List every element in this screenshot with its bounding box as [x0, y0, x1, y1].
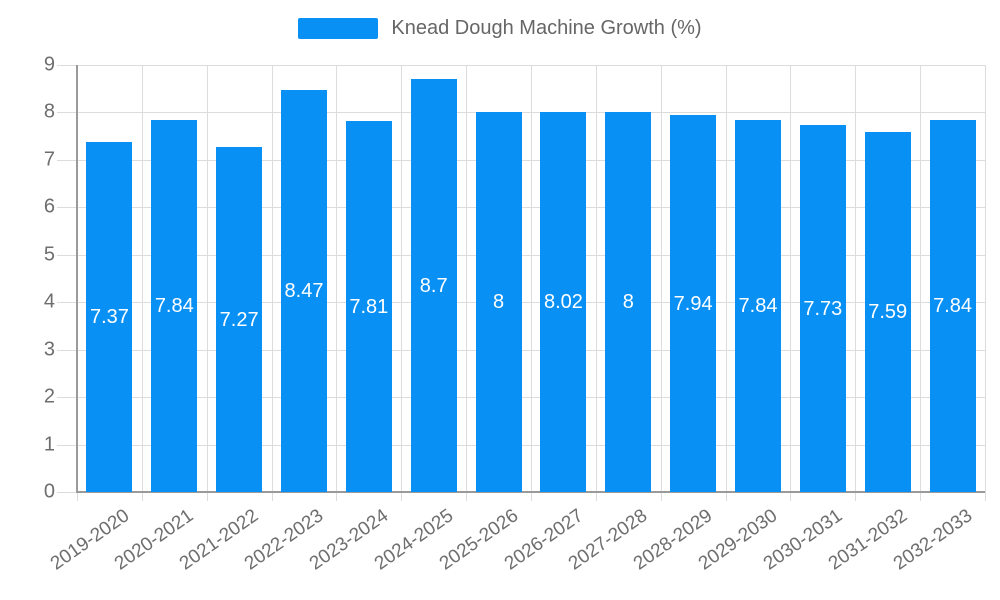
bar[interactable] [670, 115, 717, 492]
bar-value-label: 7.84 [933, 295, 973, 318]
x-axis-tick [206, 492, 208, 501]
gridline-vertical [206, 65, 208, 492]
gridline-vertical [920, 65, 922, 492]
bar[interactable] [929, 120, 976, 492]
bar[interactable] [345, 121, 392, 492]
x-axis-tick [77, 492, 78, 501]
y-axis-tick [57, 444, 77, 446]
bar[interactable] [799, 125, 846, 492]
x-axis-tick [660, 492, 662, 501]
bar-value-label: 8 [622, 291, 634, 314]
bar[interactable] [281, 90, 327, 492]
y-axis-tick [57, 397, 77, 399]
gridline-vertical [336, 65, 338, 492]
y-tick-label: 3 [43, 338, 55, 361]
x-axis-tick [271, 492, 273, 501]
x-axis-tick [725, 492, 727, 501]
bar[interactable] [540, 111, 587, 492]
gridline-vertical [466, 65, 468, 492]
x-axis-tick [141, 492, 143, 501]
bar[interactable] [216, 147, 263, 492]
y-tick-label: 9 [43, 53, 55, 76]
y-axis-tick [57, 159, 77, 161]
y-axis-tick [57, 254, 77, 256]
gridline-vertical [790, 65, 792, 492]
gridline-vertical [531, 65, 532, 492]
bar[interactable] [410, 79, 457, 492]
gridline-vertical [985, 65, 986, 492]
x-axis-line [76, 491, 985, 493]
bar-value-label: 8.47 [284, 280, 324, 303]
bar-value-label: 7.59 [868, 300, 908, 323]
bar[interactable] [864, 131, 911, 492]
y-tick-label: 8 [43, 101, 55, 124]
gridline-vertical [595, 65, 597, 492]
y-tick-label: 5 [43, 243, 55, 266]
bar[interactable] [86, 142, 133, 492]
x-axis-tick [985, 492, 986, 501]
x-axis-tick [336, 492, 338, 501]
gridline-vertical [401, 65, 403, 492]
y-axis-tick [57, 302, 77, 304]
bar-value-label: 7.27 [219, 308, 259, 331]
x-axis-tick [790, 492, 792, 501]
gridline-vertical [725, 65, 727, 492]
bar-value-label: 7.37 [89, 306, 129, 329]
bar[interactable] [605, 112, 652, 492]
bar[interactable] [151, 120, 198, 492]
x-axis-tick [595, 492, 597, 501]
gridline-vertical [271, 65, 273, 492]
y-axis-tick [57, 112, 77, 114]
gridline-vertical [855, 65, 857, 492]
x-axis-tick [531, 492, 532, 501]
legend-swatch [298, 18, 379, 39]
bar-value-label: 7.84 [154, 295, 194, 318]
y-tick-label: 6 [43, 195, 55, 218]
bar-value-label: 7.73 [803, 297, 843, 320]
y-axis-tick [57, 492, 77, 493]
bar-value-label: 7.81 [349, 295, 389, 318]
gridline-vertical [141, 65, 143, 492]
y-axis-tick [57, 207, 77, 209]
y-tick-label: 7 [43, 148, 55, 171]
x-axis-tick [466, 492, 468, 501]
legend[interactable]: Knead Dough Machine Growth (%) [0, 17, 1000, 40]
plot-area: 0 1 2 3 4 5 6 7 8 9 7.37 2019-2020 7.84 2020-2021 7.27… [44, 55, 986, 575]
bar-value-label: 8 [493, 291, 505, 314]
x-axis-tick [920, 492, 922, 501]
bar-value-label: 7.94 [673, 292, 713, 315]
y-axis-line [76, 65, 78, 493]
y-tick-label: 4 [43, 290, 55, 313]
x-axis-tick [855, 492, 857, 501]
bar-value-label: 8.02 [543, 290, 583, 313]
y-tick-label: 1 [43, 433, 55, 456]
bar[interactable] [735, 120, 781, 492]
bar[interactable] [475, 112, 522, 492]
x-axis-tick [401, 492, 403, 501]
legend-label: Knead Dough Machine Growth (%) [391, 17, 702, 39]
y-axis-tick [57, 65, 77, 66]
y-tick-label: 2 [43, 385, 55, 408]
bar-value-label: 7.84 [738, 295, 778, 318]
gridline-vertical [660, 65, 662, 492]
y-tick-label: 0 [43, 480, 55, 503]
y-axis-tick [57, 349, 77, 351]
bar-value-label: 8.7 [419, 274, 448, 297]
